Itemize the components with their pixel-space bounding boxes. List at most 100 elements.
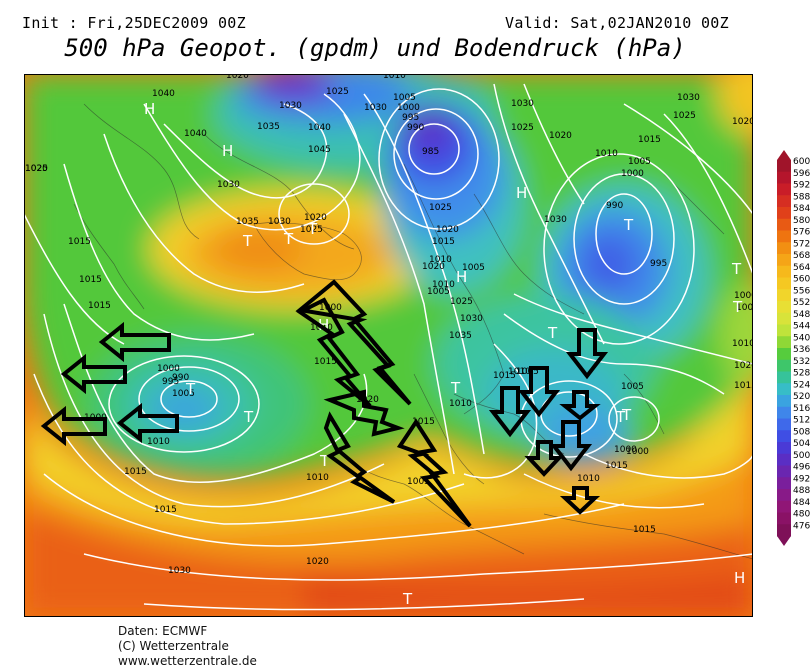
- legend-value-label: 576: [793, 228, 810, 238]
- left-arrow-icon: [98, 321, 171, 363]
- isobar-label: 1010: [449, 399, 472, 409]
- isobar-label: 1010: [432, 280, 455, 290]
- chart-title: 500 hPa Geopot. (gpdm) und Bodendruck (h…: [64, 34, 686, 62]
- lightning-bolt-icon: [295, 279, 412, 406]
- legend-value-label: 484: [793, 498, 810, 508]
- legend-value-label: 568: [793, 251, 810, 261]
- isobar-label: 552: [24, 74, 43, 77]
- legend-value-label: 552: [793, 298, 810, 308]
- legend-swatch: [777, 418, 791, 431]
- legend-swatch: [777, 171, 791, 184]
- low-pressure-marker: T: [242, 232, 253, 250]
- legend-value-label: 492: [793, 474, 810, 484]
- legend-swatch: [777, 489, 791, 502]
- legend-swatch: [777, 524, 791, 537]
- isobar-label: 1015: [79, 275, 102, 285]
- low-pressure-marker: T: [621, 406, 632, 424]
- isobar-label: 1045: [308, 145, 331, 155]
- isobar-label: 1025: [24, 74, 47, 77]
- legend-value-label: 544: [793, 322, 810, 332]
- isobar-label: 1015: [638, 135, 661, 145]
- low-pressure-marker: T: [450, 379, 461, 397]
- legend-swatch: [777, 336, 791, 349]
- legend-swatch: [777, 359, 791, 372]
- legend-swatch: [777, 265, 791, 278]
- lightning-bolt-icon: [323, 389, 405, 437]
- isobar-label: 1015: [124, 467, 147, 477]
- isobar-label: 1030: [364, 103, 387, 113]
- high-pressure-marker: H: [74, 74, 85, 78]
- isobar-label: 1005: [24, 74, 47, 77]
- isobar-label: 1010: [24, 74, 47, 77]
- legend-value-label: 532: [793, 357, 810, 367]
- isobar-label: 1010: [732, 339, 753, 349]
- valid-time-label: Valid: Sat,02JAN2010 00Z: [505, 14, 729, 32]
- isobar-label: 1010: [508, 367, 531, 377]
- isobar-label: 1005: [736, 303, 753, 313]
- legend-value-label: 600: [793, 157, 810, 167]
- isobar-label: 1000: [24, 74, 47, 77]
- isobar-label: 1025: [450, 297, 473, 307]
- high-pressure-marker: H: [734, 569, 745, 587]
- isobar-label: 1020: [422, 262, 445, 272]
- isobar-label: 1025: [429, 203, 452, 213]
- legend-swatch: [777, 277, 791, 290]
- isobar-label: 1040: [152, 89, 175, 99]
- low-pressure-marker: T: [307, 220, 318, 238]
- left-arrow-icon: [60, 353, 127, 395]
- isobar-label: 1020: [732, 117, 753, 127]
- legend-value-label: 536: [793, 345, 810, 355]
- isobar-label: 1000: [626, 447, 649, 457]
- legend-bottom-tip: [777, 536, 791, 546]
- legend-swatch: [777, 301, 791, 314]
- isobar-label: 1010: [383, 74, 406, 81]
- isobar-label: 1015: [493, 371, 516, 381]
- high-pressure-marker: H: [318, 316, 329, 334]
- isobar-label: 1010: [147, 437, 170, 447]
- isobar-label: 1020: [436, 225, 459, 235]
- isobar-label: 1015: [734, 381, 753, 391]
- legend-value-label: 476: [793, 521, 810, 531]
- isobar-label: 1020: [304, 213, 327, 223]
- legend-swatch: [777, 348, 791, 361]
- isobar-label: 1005: [427, 287, 450, 297]
- low-pressure-marker: T: [615, 408, 626, 426]
- isobar-label: 1030: [511, 99, 534, 109]
- isobar-label: 990: [606, 201, 623, 211]
- isobar-label: 1005: [628, 157, 651, 167]
- legend-top-tip: [777, 150, 791, 160]
- legend-swatch: [777, 242, 791, 255]
- high-pressure-marker: H: [456, 268, 467, 286]
- legend-value-label: 504: [793, 439, 810, 449]
- legend-swatch: [777, 207, 791, 220]
- legend-swatch: [777, 230, 791, 243]
- isobars: [24, 83, 753, 611]
- isobar-label: 1015: [412, 417, 435, 427]
- init-time-label: Init : Fri,25DEC2009 00Z: [22, 14, 246, 32]
- footer-website-link[interactable]: www.wetterzentrale.de: [118, 654, 257, 668]
- isobar-label: 1010: [24, 74, 47, 77]
- isobar-label: 1010: [306, 473, 329, 483]
- legend-value-label: 540: [793, 333, 810, 343]
- legend-swatch: [777, 218, 791, 231]
- legend-swatch: [777, 312, 791, 325]
- legend-swatch: [777, 324, 791, 337]
- isobar-label: 1030: [279, 101, 302, 111]
- isobar-label: 1020: [549, 131, 572, 141]
- legend-swatch: [777, 160, 791, 173]
- isobar-label: 1020: [25, 164, 48, 174]
- isobar-label: 1020: [24, 74, 47, 77]
- legend-swatch: [777, 477, 791, 490]
- isobar-label: 1025: [673, 111, 696, 121]
- isobar-label: 990: [172, 373, 189, 383]
- low-pressure-marker: T: [732, 298, 743, 316]
- down-arrow-icon: [565, 328, 609, 380]
- legend-swatch: [777, 383, 791, 396]
- legend-swatch: [777, 465, 791, 478]
- isobar-label: 1040: [184, 129, 207, 139]
- isobar-label: 1005: [172, 389, 195, 399]
- isobar-label: 1020: [226, 74, 249, 81]
- isobar-label: 1035: [449, 331, 472, 341]
- isobar-label: 1030: [168, 566, 191, 576]
- down-arrow-icon: [559, 390, 601, 421]
